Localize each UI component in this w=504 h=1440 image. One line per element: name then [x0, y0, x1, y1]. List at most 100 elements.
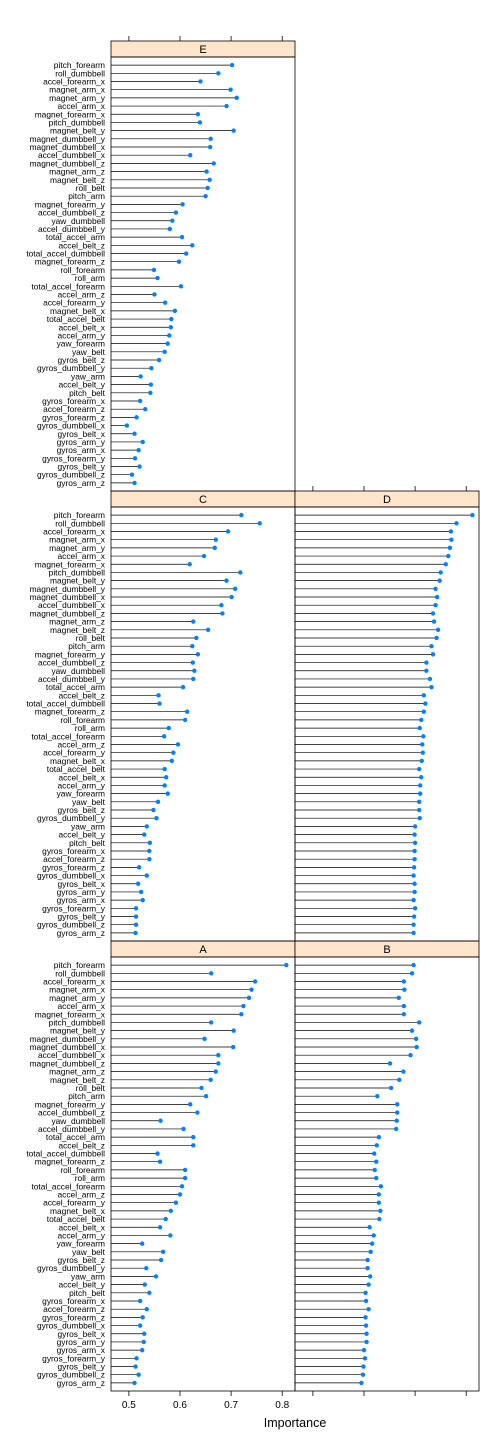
point-B-pitch_dumbbell: [417, 1020, 421, 1024]
point-D-magnet_belt_y: [437, 578, 441, 582]
point-B-gyros_forearm_y: [363, 1356, 367, 1360]
point-D-yaw_arm: [413, 824, 417, 828]
point-B-pitch_forearm: [411, 963, 415, 967]
var-label-E-gyros_arm_z: gyros_arm_z: [57, 478, 105, 488]
point-D-total_accel_dumbbell: [423, 701, 427, 705]
panel-A: Apitch_forearmroll_dumbbellaccel_forearm…: [26, 941, 295, 1391]
point-A-accel_arm_y: [168, 1233, 172, 1237]
point-D-gyros_belt_z: [417, 808, 421, 812]
point-D-accel_forearm_z: [412, 857, 416, 861]
point-E-accel_belt_x: [169, 325, 173, 329]
point-A-gyros_arm_z: [132, 1381, 136, 1385]
point-B-accel_arm_y: [372, 1233, 376, 1237]
point-E-gyros_arm_z: [132, 481, 136, 485]
point-C-gyros_belt_x: [136, 882, 140, 886]
point-D-accel_belt_x: [419, 775, 423, 779]
point-B-accel_dumbbell_z: [395, 1110, 399, 1114]
point-B-accel_belt_x: [367, 1225, 371, 1229]
point-D-gyros_belt_y: [412, 914, 416, 918]
point-C-gyros_dumbbell_x: [145, 873, 149, 877]
point-B-accel_forearm_y: [377, 1200, 381, 1204]
point-E-yaw_forearm: [166, 341, 170, 345]
point-E-roll_dumbbell: [216, 71, 220, 75]
point-C-magnet_arm_z: [191, 619, 195, 623]
var-label-C-gyros_arm_z: gyros_arm_z: [57, 928, 105, 938]
strip-label-D: D: [383, 494, 391, 506]
point-C-accel_forearm_x: [226, 529, 230, 533]
point-C-magnet_forearm_x: [188, 562, 192, 566]
x-tick-label-0.7: 0.7: [224, 1400, 238, 1411]
point-D-magnet_belt_z: [436, 628, 440, 632]
point-A-total_accel_belt: [163, 1217, 167, 1221]
x-tick-label-0.5: 0.5: [122, 1400, 136, 1411]
point-B-yaw_arm: [368, 1274, 372, 1278]
point-E-gyros_dumbbell_y: [149, 366, 153, 370]
panel-E: Epitch_forearmroll_dumbbellaccel_forearm…: [26, 41, 295, 491]
point-C-gyros_forearm_y: [134, 906, 138, 910]
point-D-accel_dumbbell_y: [428, 677, 432, 681]
point-A-gyros_forearm_y: [134, 1356, 138, 1360]
point-A-magnet_belt_x: [169, 1209, 173, 1213]
x-axis: Importance: [264, 1416, 327, 1430]
point-D-yaw_forearm: [418, 791, 422, 795]
point-B-total_accel_belt: [377, 1217, 381, 1221]
point-B-pitch_belt: [363, 1291, 367, 1295]
point-C-magnet_belt_z: [206, 628, 210, 632]
point-C-yaw_belt: [156, 800, 160, 804]
point-A-pitch_arm: [204, 1094, 208, 1098]
point-E-magnet_belt_x: [173, 309, 177, 313]
point-A-accel_dumbbell_y: [181, 1127, 185, 1131]
point-A-roll_dumbbell: [209, 971, 213, 975]
point-E-magnet_dumbbell_z: [212, 161, 216, 165]
strip-label-B: B: [383, 944, 390, 956]
point-E-roll_belt: [205, 186, 209, 190]
point-B-pitch_arm: [375, 1094, 379, 1098]
point-B-gyros_dumbbell_z: [361, 1373, 365, 1377]
point-B-gyros_arm_z: [359, 1381, 363, 1385]
point-D-yaw_belt: [417, 800, 421, 804]
point-D-pitch_dumbbell: [438, 570, 442, 574]
point-E-accel_belt_y: [149, 382, 153, 386]
point-B-gyros_belt_z: [365, 1258, 369, 1262]
point-C-magnet_belt_y: [224, 578, 228, 582]
point-B-magnet_forearm_x: [402, 1012, 406, 1016]
point-B-gyros_belt_y: [361, 1364, 365, 1368]
point-D-pitch_arm: [429, 644, 433, 648]
point-E-accel_dumbbell_y: [168, 227, 172, 231]
point-A-magnet_arm_x: [249, 987, 253, 991]
point-E-accel_arm_x: [224, 104, 228, 108]
point-E-yaw_dumbbell: [170, 219, 174, 223]
point-A-gyros_belt_x: [142, 1332, 146, 1336]
point-D-roll_arm: [418, 726, 422, 730]
point-A-accel_belt_x: [158, 1225, 162, 1229]
point-A-magnet_belt_z: [208, 1078, 212, 1082]
point-D-gyros_arm_x: [411, 898, 415, 902]
point-E-magnet_arm_y: [235, 96, 239, 100]
point-A-total_accel_forearm: [180, 1184, 184, 1188]
point-B-gyros_dumbbell_y: [365, 1266, 369, 1270]
strip-label-C: C: [199, 494, 207, 506]
point-B-gyros_arm_x: [362, 1348, 366, 1352]
point-C-roll_arm: [167, 726, 171, 730]
point-A-magnet_dumbbell_y: [202, 1037, 206, 1041]
point-A-yaw_arm: [154, 1274, 158, 1278]
point-C-magnet_arm_x: [214, 537, 218, 541]
point-A-gyros_belt_y: [133, 1364, 137, 1368]
point-A-magnet_forearm_z: [158, 1160, 162, 1164]
point-D-magnet_forearm_y: [431, 652, 435, 656]
point-C-gyros_arm_x: [140, 898, 144, 902]
panels-layer: Apitch_forearmroll_dumbbellaccel_forearm…: [26, 36, 479, 1411]
point-A-total_accel_arm: [191, 1135, 195, 1139]
point-A-pitch_dumbbell: [209, 1020, 213, 1024]
point-D-gyros_forearm_z: [412, 865, 416, 869]
point-B-accel_forearm_x: [402, 979, 406, 983]
point-C-roll_forearm: [183, 718, 187, 722]
point-B-gyros_belt_x: [364, 1332, 368, 1336]
point-A-accel_forearm_y: [174, 1200, 178, 1204]
point-C-magnet_dumbbell_y: [233, 587, 237, 591]
point-E-total_accel_forearm: [179, 284, 183, 288]
point-D-magnet_belt_x: [420, 759, 424, 763]
point-C-gyros_arm_y: [139, 890, 143, 894]
point-D-accel_belt_y: [412, 832, 416, 836]
